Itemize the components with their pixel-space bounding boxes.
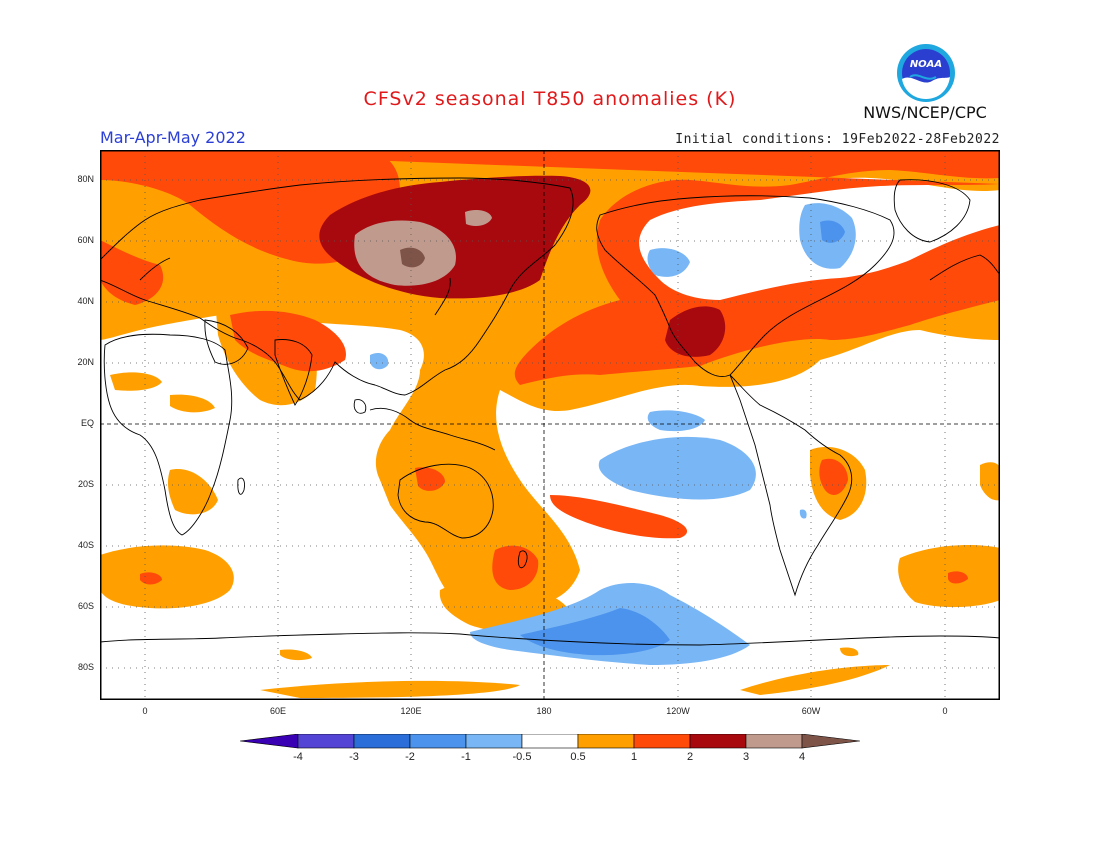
- lon-label-180: 180: [536, 706, 552, 716]
- lon-label-60w: 60W: [801, 706, 821, 716]
- colorbar-swatch: [353, 734, 411, 749]
- colorbar-label: 3: [742, 751, 750, 763]
- colorbar-label: -2: [405, 751, 415, 763]
- lat-label-60s: 60S: [77, 601, 94, 611]
- anomaly-band-gt4: [400, 247, 425, 268]
- season-label: Mar-Apr-May 2022: [100, 128, 246, 147]
- initial-conditions-label: Initial conditions: 19Feb2022-28Feb2022: [675, 132, 1000, 147]
- lat-label-20s: 20S: [77, 479, 94, 489]
- lat-label-40n: 40N: [77, 296, 94, 306]
- lon-label-120w: 120W: [666, 706, 690, 716]
- colorbar-label: 1: [630, 751, 638, 763]
- lat-label-80n: 80N: [77, 174, 94, 184]
- colorbar-arrow-low: [240, 734, 299, 749]
- colorbar-swatch: [745, 734, 803, 749]
- map-title: CFSv2 seasonal T850 anomalies (K): [363, 88, 737, 110]
- agency-label: NWS/NCEP/CPC: [863, 103, 987, 122]
- anomaly-band-neg1-neg2: [520, 220, 845, 656]
- colorbar-label: -0.5: [512, 751, 532, 763]
- colorbar-swatch: [577, 734, 635, 749]
- colorbar-label: 0.5: [570, 751, 586, 763]
- lat-label-eq: EQ: [80, 418, 94, 428]
- colorbar-label: -3: [349, 751, 359, 763]
- colorbar-label: -4: [293, 751, 303, 763]
- colorbar-arrow-high: [801, 734, 860, 749]
- map-frame: [100, 150, 1000, 700]
- colorbar-swatch: [633, 734, 691, 749]
- colorbar-swatch: [409, 734, 467, 749]
- lon-label-60e: 60E: [269, 706, 286, 716]
- lat-label-20n: 20N: [77, 357, 94, 367]
- color-scale-bar: [240, 734, 860, 749]
- lat-lon-grid: [100, 150, 1000, 700]
- logo-text: NOAA: [910, 59, 942, 70]
- lat-label-80s: 80S: [77, 662, 94, 672]
- coastlines: [100, 177, 1000, 646]
- colorbar-label: 4: [798, 751, 806, 763]
- lat-label-40s: 40S: [77, 540, 94, 550]
- lon-label-0: 0: [142, 706, 148, 716]
- colorbar-swatch: [521, 734, 579, 749]
- lon-label-0-east: 0: [942, 706, 948, 716]
- anomaly-map: [100, 150, 1000, 700]
- colorbar-swatch: [689, 734, 747, 749]
- noaa-logo: NOAA: [897, 44, 955, 102]
- equator-dateline: [100, 150, 1000, 700]
- colorbar-swatch: [297, 734, 355, 749]
- colorbar-label: -1: [461, 751, 471, 763]
- colorbar-label: 2: [686, 751, 694, 763]
- lat-label-60n: 60N: [77, 235, 94, 245]
- colorbar-swatch: [465, 734, 523, 749]
- lon-label-120e: 120E: [400, 706, 422, 716]
